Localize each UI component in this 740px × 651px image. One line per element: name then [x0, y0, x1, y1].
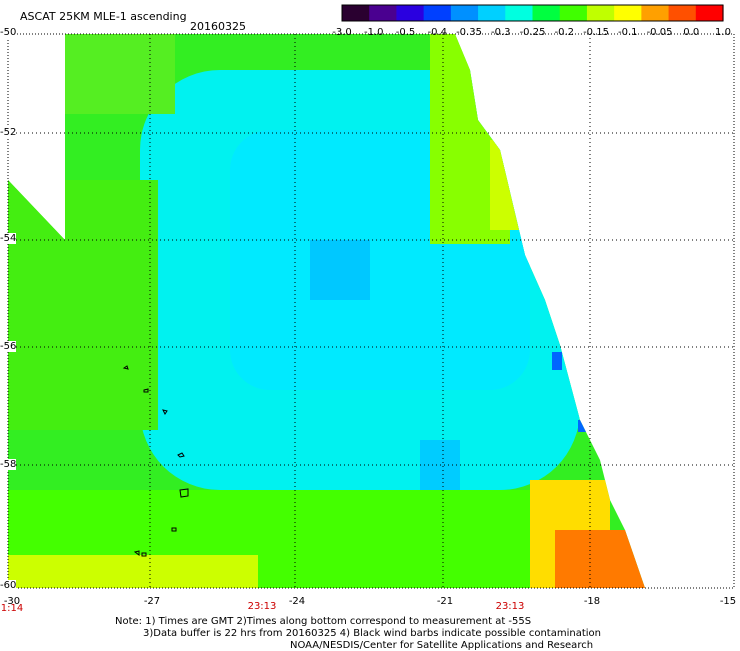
colorbar-swatch — [423, 5, 452, 21]
time-label-2: 23:13 — [247, 601, 277, 612]
colorbar-swatch — [559, 5, 588, 21]
plot-frame — [7, 33, 735, 589]
colorbar-swatch — [478, 5, 506, 21]
time-label-3: 23:13 — [495, 601, 525, 612]
lat-label-60: -60 — [0, 580, 17, 591]
swath-bottom-yellow — [8, 555, 258, 588]
wind-swath — [8, 34, 645, 588]
colorbar-tick-label: -1.0 — [363, 27, 384, 38]
colorbar-tick-label: -0.25 — [519, 27, 546, 38]
note-line-1: Note: 1) Times are GMT 2)Times along bot… — [115, 616, 532, 627]
colorbar-swatch — [668, 5, 697, 21]
note-line-2: 3)Data buffer is 22 hrs from 20160325 4)… — [143, 628, 601, 639]
colorbar-swatch — [695, 5, 724, 21]
colorbar-swatch — [586, 5, 615, 21]
colorbar-tick-label: 1.0 — [715, 27, 731, 38]
colorbar-outline — [341, 4, 724, 22]
date-label: 20160325 — [190, 20, 246, 33]
lat-label-58: -58 — [0, 459, 17, 470]
swath-top-left-green — [65, 34, 175, 114]
colorbar-tick-label: -0.1 — [617, 27, 638, 38]
colorbar-swatch — [396, 5, 425, 21]
lat-label-54: -54 — [0, 233, 17, 244]
time-label-1: 1:14 — [0, 603, 24, 614]
lon-label-27: -27 — [143, 596, 161, 607]
colorbar-tick-label: -0.5 — [395, 27, 416, 38]
swath-edge-blue-2 — [578, 420, 588, 432]
lon-label-24: -24 — [288, 596, 306, 607]
lon-label-18: -18 — [583, 596, 601, 607]
gridlines — [8, 34, 734, 588]
colorbar-swatch — [342, 5, 370, 21]
colorbar-swatch — [369, 5, 398, 21]
lat-label-50: -50 — [0, 27, 17, 38]
colorbar-swatch — [641, 5, 670, 21]
colorbar-tick-label: -0.3 — [490, 27, 511, 38]
colorbar-tick-label: -0.4 — [427, 27, 448, 38]
colorbar-tick-label: -0.15 — [583, 27, 609, 38]
swath-blue-patch — [310, 240, 370, 300]
colorbar-swatch — [532, 5, 561, 21]
lon-label-30: -30 — [3, 596, 21, 607]
chart-title: ASCAT 25KM MLE-1 ascending — [20, 10, 187, 23]
lat-label-56: -56 — [0, 341, 17, 352]
colorbar-swatch — [505, 5, 534, 21]
swath-left-green — [8, 180, 158, 430]
colorbar-tick-label: -3.0 — [332, 27, 352, 38]
swath-edge-blue — [552, 352, 562, 370]
island-outlines — [122, 365, 189, 557]
lon-label-15: -15 — [719, 596, 737, 607]
colorbar-tick-label: -0.35 — [456, 27, 482, 38]
colorbar-swatch — [450, 5, 479, 21]
colorbar-tick-label: -0.2 — [554, 27, 575, 38]
colorbar-tick-label: -0.05 — [646, 27, 673, 38]
lat-label-52: -52 — [0, 127, 17, 138]
colorbar — [341, 4, 724, 22]
colorbar-swatch — [614, 5, 642, 21]
lon-label-21: -21 — [436, 596, 454, 607]
note-line-3: NOAA/NESDIS/Center for Satellite Applica… — [290, 640, 594, 651]
colorbar-tick-label: 0.0 — [683, 27, 700, 38]
